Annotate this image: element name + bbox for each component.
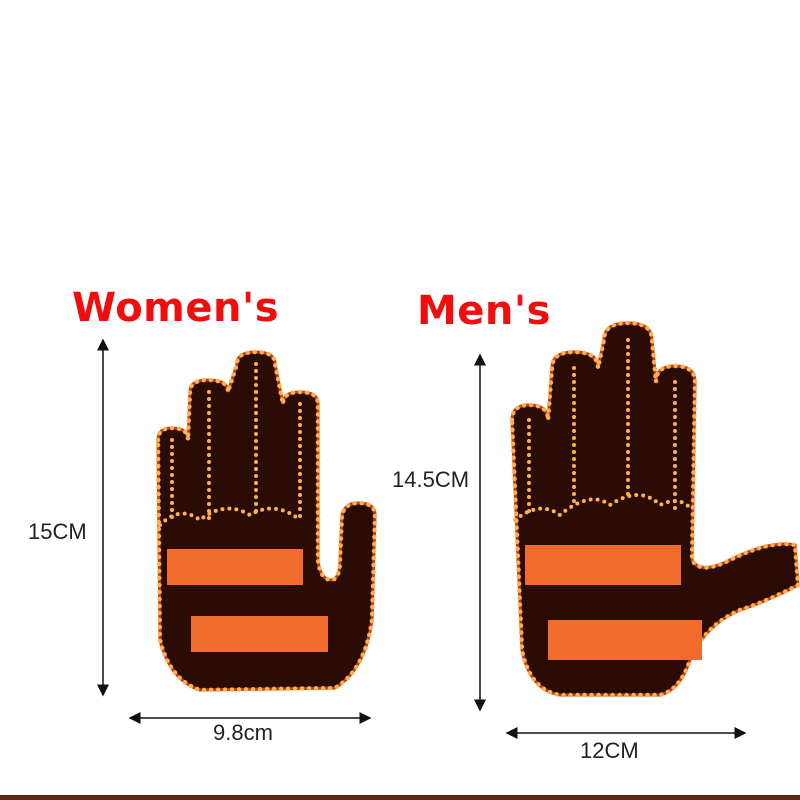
womens-width-label: 9.8cm — [213, 720, 273, 745]
womens-lower-panel — [191, 616, 328, 652]
womens-upper-panel — [167, 549, 303, 585]
womens-title: Women's — [72, 285, 280, 331]
mens-upper-panel — [525, 545, 681, 585]
mens-height-label: 14.5CM — [392, 467, 470, 492]
mens-width-label: 12CM — [580, 738, 639, 763]
womens-height-label: 15CM — [28, 519, 87, 544]
bottom-border — [0, 795, 800, 800]
womens-hand-light — [155, 349, 378, 693]
mens-hand-light — [509, 320, 800, 698]
mens-lower-panel — [548, 620, 702, 660]
mens-title: Men's — [417, 288, 551, 334]
